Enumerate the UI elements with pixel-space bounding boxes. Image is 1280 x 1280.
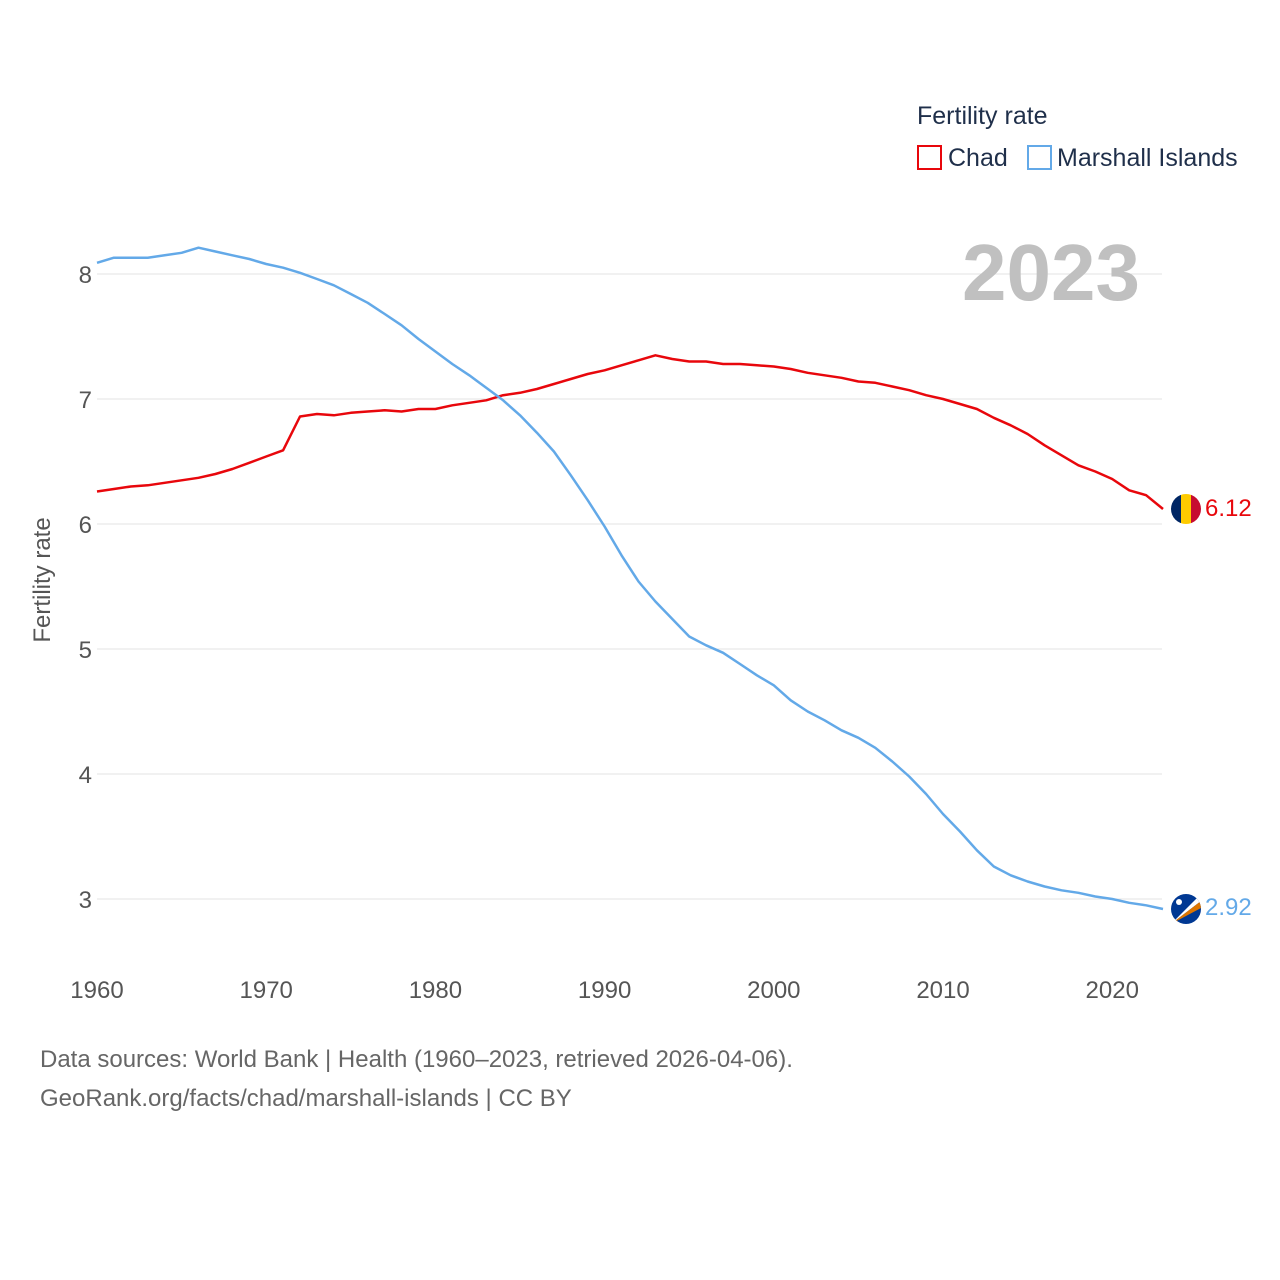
footer-url[interactable]: GeoRank.org/facts/chad/marshall-islands … <box>40 1085 572 1112</box>
legend-swatch-chad <box>917 145 942 170</box>
x-tick-label: 1980 <box>409 977 462 1004</box>
x-tick-label: 1960 <box>70 977 123 1004</box>
y-axis-label: Fertility rate <box>29 517 56 642</box>
gridlines <box>97 273 1162 900</box>
legend-title: Fertility rate <box>917 102 1048 130</box>
series-lines <box>96 246 1164 911</box>
year-label: 2023 <box>962 228 1140 317</box>
legend-label-chad[interactable]: Chad <box>948 144 1008 172</box>
legend: Fertility rate Chad Marshall Islands <box>917 102 1238 172</box>
end-label-chad: 6.12 <box>1205 495 1252 522</box>
x-tick-label: 2020 <box>1086 977 1139 1004</box>
x-tick-label: 2010 <box>916 977 969 1004</box>
y-tick-label: 3 <box>79 887 92 914</box>
y-tick-label: 5 <box>79 637 92 664</box>
y-tick-label: 7 <box>79 387 92 414</box>
legend-swatch-marshall-islands <box>1027 145 1052 170</box>
chad-flag-icon <box>1171 494 1201 524</box>
legend-label-marshall-islands[interactable]: Marshall Islands <box>1057 144 1238 172</box>
y-axis-ticks: 3 4 5 6 7 8 <box>79 262 92 914</box>
y-tick-label: 6 <box>79 512 92 539</box>
y-tick-label: 8 <box>79 262 92 289</box>
y-tick-label: 4 <box>79 762 92 789</box>
x-tick-label: 2000 <box>747 977 800 1004</box>
marshall-islands-flag-icon <box>1171 894 1201 924</box>
series-line-chad[interactable] <box>96 354 1164 510</box>
x-axis-ticks: 1960 1970 1980 1990 2000 2010 2020 <box>70 977 1139 1004</box>
x-tick-label: 1970 <box>240 977 293 1004</box>
x-tick-label: 1990 <box>578 977 631 1004</box>
footer-sources: Data sources: World Bank | Health (1960–… <box>40 1046 793 1073</box>
series-line-marshall-islands[interactable] <box>96 246 1164 911</box>
end-label-marshall-islands: 2.92 <box>1205 894 1252 921</box>
